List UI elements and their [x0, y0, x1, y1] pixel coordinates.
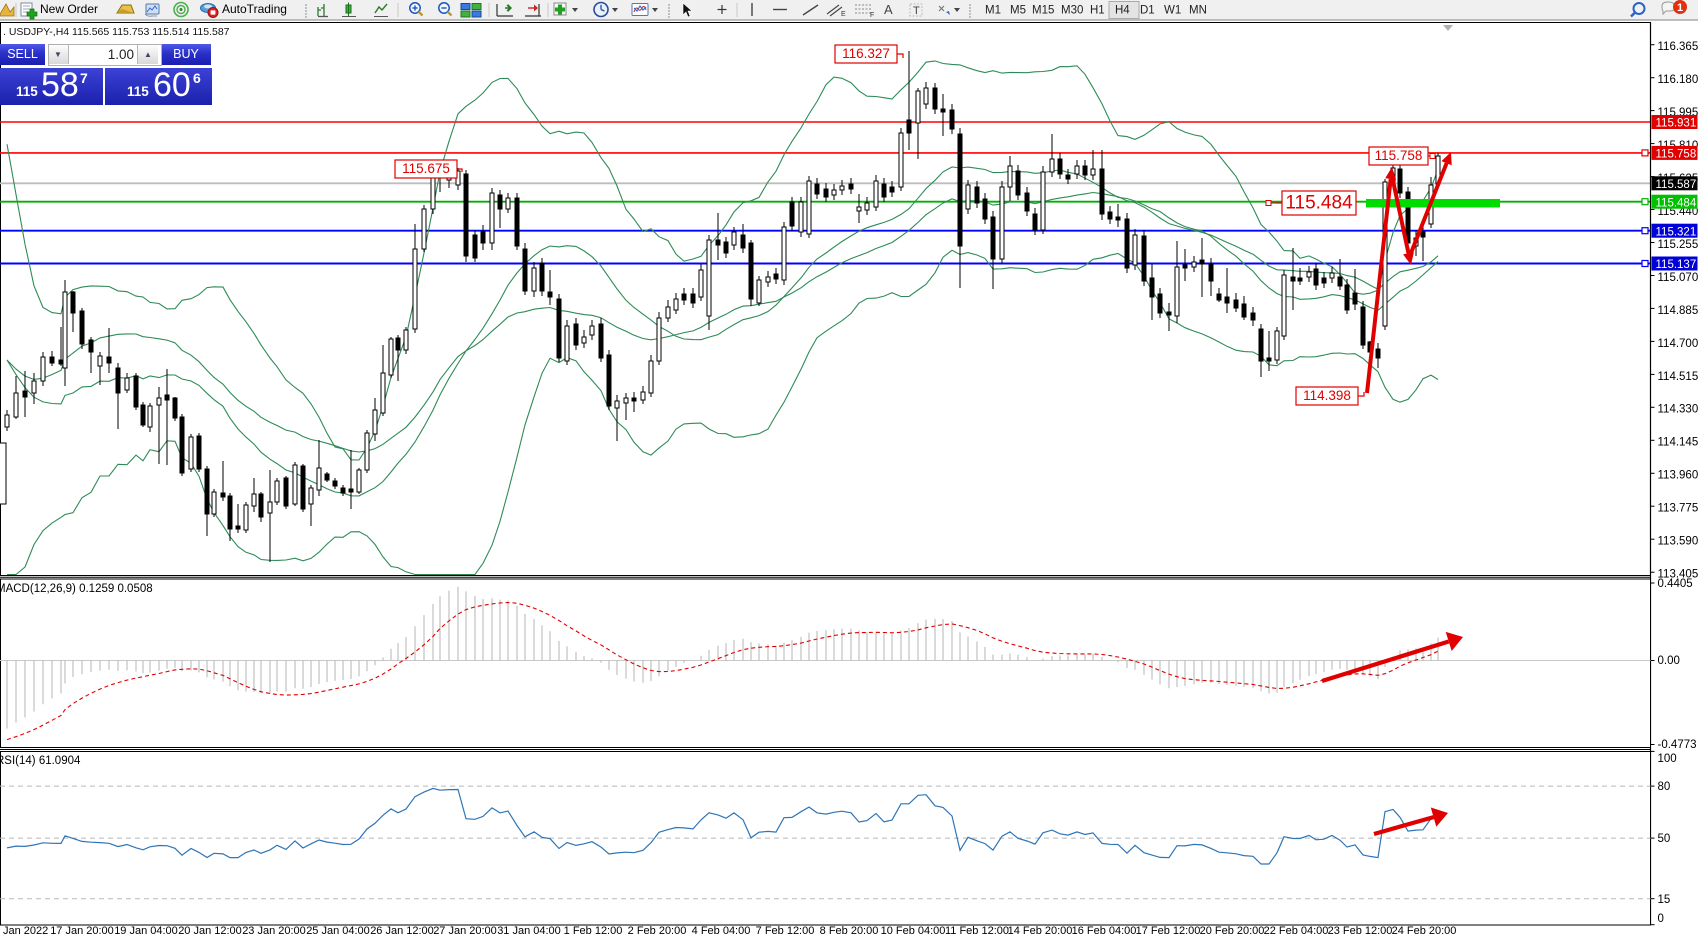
- svg-text:14 Jan 2022: 14 Jan 2022: [0, 925, 48, 936]
- svg-text:114.145: 114.145: [1658, 437, 1698, 449]
- svg-text:115.070: 115.070: [1658, 272, 1698, 284]
- svg-text:115.931: 115.931: [1656, 118, 1697, 130]
- svg-text:0: 0: [1658, 913, 1664, 925]
- svg-text:T: T: [913, 5, 920, 17]
- svg-text:M1: M1: [985, 5, 1001, 17]
- svg-text:115.321: 115.321: [1656, 226, 1697, 238]
- svg-text:116.365: 116.365: [1658, 41, 1698, 53]
- svg-text:20 Jan 12:00: 20 Jan 12:00: [178, 925, 242, 936]
- svg-text:H4: H4: [1115, 5, 1130, 17]
- svg-text:23 Jan 20:00: 23 Jan 20:00: [242, 925, 306, 936]
- svg-text:New Order: New Order: [40, 2, 98, 16]
- svg-text:17 Feb 12:00: 17 Feb 12:00: [1136, 925, 1201, 936]
- svg-text:116.327: 116.327: [842, 46, 890, 61]
- svg-text:113.590: 113.590: [1658, 536, 1698, 548]
- svg-text:25 Jan 04:00: 25 Jan 04:00: [306, 925, 370, 936]
- svg-text:24 Feb 20:00: 24 Feb 20:00: [1392, 925, 1457, 936]
- svg-text:1: 1: [1677, 2, 1683, 14]
- svg-text:0.4405: 0.4405: [1658, 578, 1693, 590]
- svg-text:22 Feb 04:00: 22 Feb 04:00: [1264, 925, 1329, 936]
- svg-text:W1: W1: [1164, 5, 1181, 17]
- svg-text:17 Jan 20:00: 17 Jan 20:00: [50, 925, 114, 936]
- svg-text:114.700: 114.700: [1658, 338, 1698, 350]
- svg-text:-0.4773: -0.4773: [1658, 739, 1697, 751]
- svg-text:115.675: 115.675: [402, 161, 450, 176]
- svg-text:11 Feb 12:00: 11 Feb 12:00: [945, 925, 1009, 936]
- svg-text:4 Feb 04:00: 4 Feb 04:00: [692, 925, 751, 936]
- svg-text:50: 50: [1658, 833, 1671, 845]
- svg-text:27 Jan 20:00: 27 Jan 20:00: [433, 925, 497, 936]
- svg-text:115.137: 115.137: [1656, 259, 1697, 271]
- svg-text:1 Feb 12:00: 1 Feb 12:00: [564, 925, 623, 936]
- svg-text:113.960: 113.960: [1658, 470, 1698, 482]
- svg-text:F: F: [870, 12, 874, 19]
- svg-text:D1: D1: [1140, 5, 1155, 17]
- svg-text:113.405: 113.405: [1658, 569, 1698, 581]
- svg-text:2 Feb 20:00: 2 Feb 20:00: [628, 925, 687, 936]
- svg-text:M15: M15: [1032, 5, 1054, 17]
- svg-text:115.758: 115.758: [1375, 148, 1423, 163]
- svg-text:115.484: 115.484: [1285, 192, 1353, 213]
- svg-text:10 Feb 04:00: 10 Feb 04:00: [881, 925, 946, 936]
- svg-text:0.00: 0.00: [1658, 655, 1680, 667]
- svg-text:14 Feb 20:00: 14 Feb 20:00: [1008, 925, 1073, 936]
- svg-text:113.775: 113.775: [1658, 503, 1698, 515]
- svg-text:. USDJPY-,H4 115.565 115.753: . USDJPY-,H4 115.565 115.753 115.514 115…: [3, 26, 230, 38]
- svg-text:100: 100: [1658, 753, 1677, 765]
- svg-text:31 Jan 04:00: 31 Jan 04:00: [497, 925, 561, 936]
- svg-text:115.440: 115.440: [1658, 206, 1698, 218]
- svg-text:M30: M30: [1061, 5, 1083, 17]
- svg-text:115.484: 115.484: [1656, 197, 1697, 209]
- svg-text:115.587: 115.587: [1656, 179, 1697, 191]
- svg-text:20 Feb 20:00: 20 Feb 20:00: [1200, 925, 1265, 936]
- svg-text:114.330: 114.330: [1658, 404, 1698, 416]
- svg-text:15: 15: [1658, 894, 1671, 906]
- svg-text:MACD(12,26,9) 0.1259 0.0508: MACD(12,26,9) 0.1259 0.0508: [0, 583, 153, 595]
- svg-text:114.885: 114.885: [1658, 305, 1698, 317]
- svg-text:E: E: [841, 11, 846, 18]
- svg-text:114.398: 114.398: [1303, 388, 1351, 403]
- svg-text:MN: MN: [1189, 5, 1207, 17]
- svg-text:114.515: 114.515: [1658, 371, 1698, 383]
- svg-text:23 Feb 12:00: 23 Feb 12:00: [1328, 925, 1393, 936]
- svg-text:7 Feb 12:00: 7 Feb 12:00: [756, 925, 815, 936]
- svg-text:115.758: 115.758: [1656, 149, 1697, 161]
- svg-text:AutoTrading: AutoTrading: [222, 2, 287, 16]
- svg-text:19 Jan 04:00: 19 Jan 04:00: [114, 925, 178, 936]
- svg-text:H1: H1: [1090, 5, 1105, 17]
- svg-text:115.255: 115.255: [1658, 239, 1698, 251]
- svg-text:16 Feb 04:00: 16 Feb 04:00: [1072, 925, 1137, 936]
- svg-text:26 Jan 12:00: 26 Jan 12:00: [370, 925, 434, 936]
- svg-text:8 Feb 20:00: 8 Feb 20:00: [820, 925, 879, 936]
- svg-text:RSI(14) 61.0904: RSI(14) 61.0904: [0, 755, 81, 767]
- svg-text:A: A: [884, 2, 893, 17]
- svg-text:80: 80: [1658, 781, 1671, 793]
- svg-text:116.180: 116.180: [1658, 74, 1698, 86]
- svg-text:M5: M5: [1010, 5, 1026, 17]
